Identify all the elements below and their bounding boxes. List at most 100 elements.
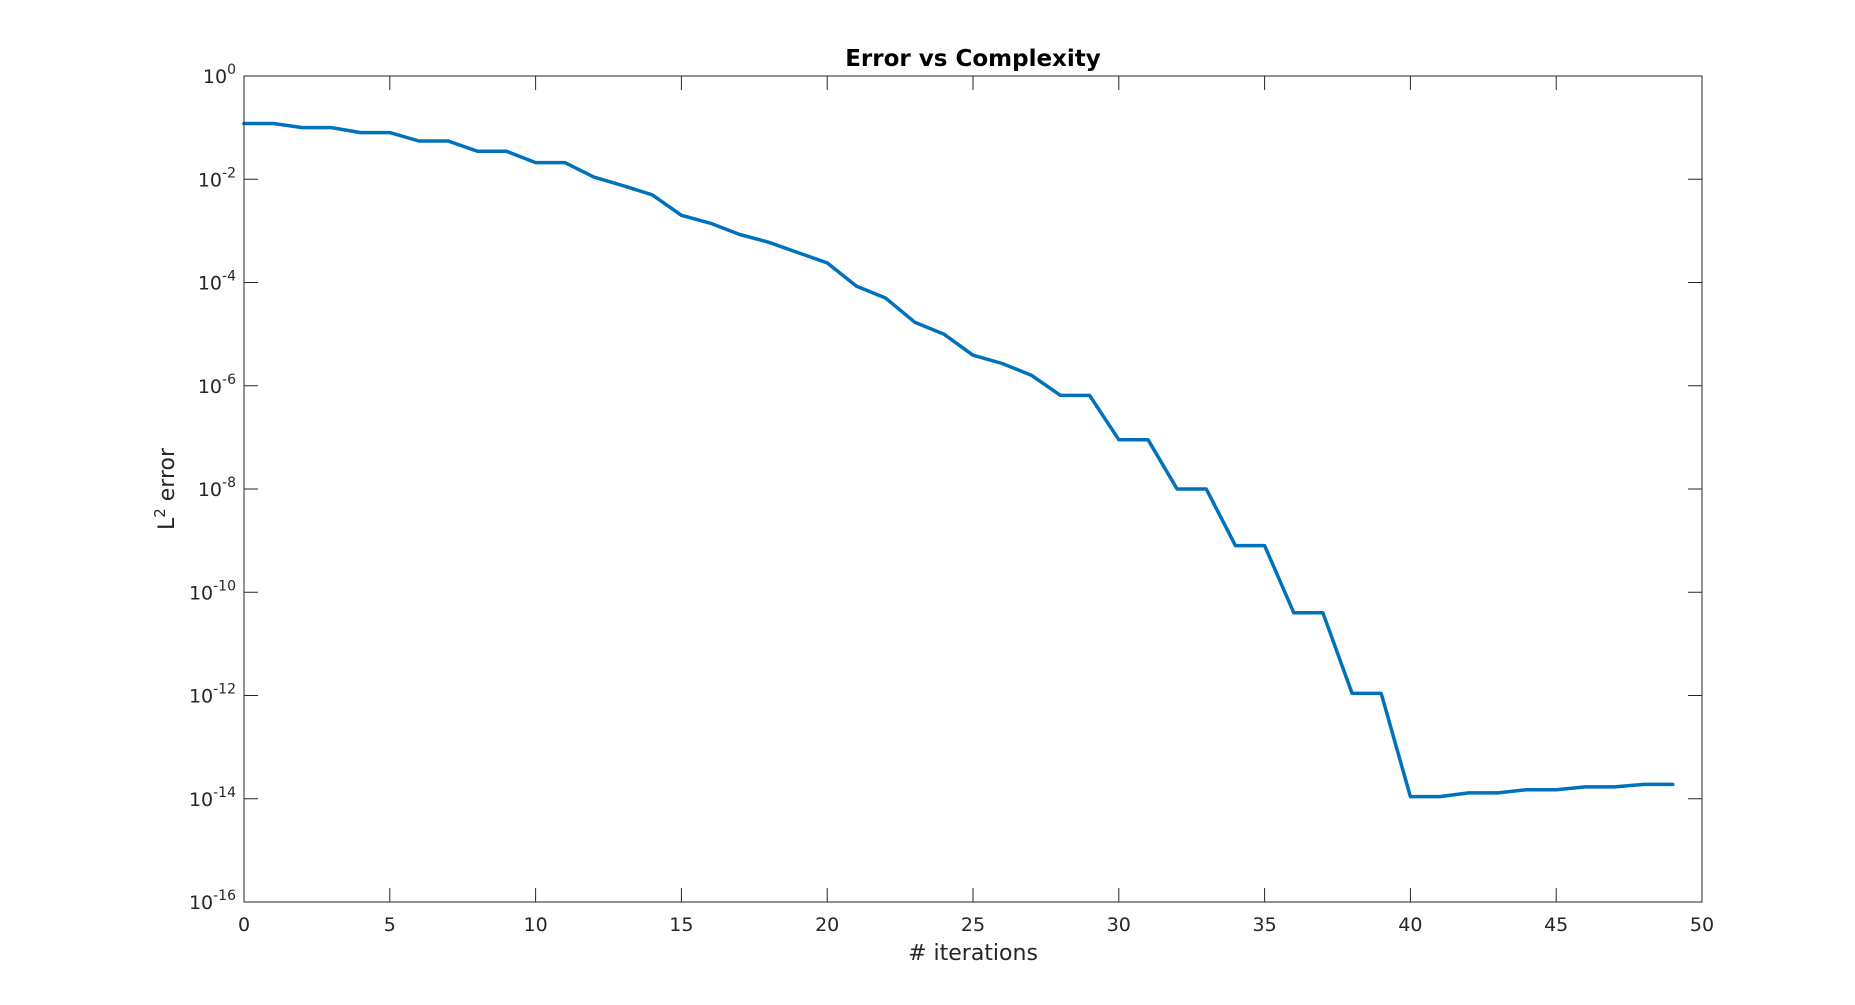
- plot-frame: [243, 75, 1703, 903]
- data-point: [651, 193, 654, 196]
- data-point: [1671, 783, 1674, 786]
- data-point: [942, 333, 945, 336]
- y-tick-label-base: 10: [198, 169, 222, 191]
- data-point: [767, 241, 770, 244]
- y-tick-label-base: 10: [189, 789, 213, 811]
- y-tick-label-exponent: -4: [222, 269, 236, 285]
- data-point: [1409, 795, 1412, 798]
- y-tick-label-exponent: -8: [222, 475, 236, 491]
- data-point: [1234, 544, 1237, 547]
- y-axis-label-superscript: 2: [151, 508, 169, 518]
- data-point: [1059, 394, 1062, 397]
- data-point: [359, 131, 362, 134]
- y-axis-label-base: L: [155, 517, 180, 530]
- data-point: [738, 233, 741, 236]
- x-tick-label: 0: [238, 914, 250, 936]
- data-point: [1642, 783, 1645, 786]
- y-tick-label: 10-8: [198, 475, 236, 501]
- x-tick-label: 45: [1544, 914, 1568, 936]
- y-tick-label-exponent: -16: [213, 888, 236, 904]
- data-point: [797, 251, 800, 254]
- series-line: [242, 121, 1675, 799]
- data-point: [680, 214, 683, 217]
- plot-area: [244, 76, 1702, 902]
- data-point: [1584, 785, 1587, 788]
- data-point: [418, 140, 421, 143]
- y-tick-label-base: 10: [198, 273, 222, 295]
- y-tick-label-base: 10: [198, 376, 222, 398]
- data-point: [1263, 544, 1266, 547]
- data-point: [388, 131, 391, 134]
- y-axis-label-rest: error: [155, 447, 180, 508]
- y-tick-label-exponent: -2: [222, 165, 236, 181]
- data-point: [1321, 611, 1324, 614]
- data-point: [330, 126, 333, 129]
- x-tick-label: 50: [1690, 914, 1714, 936]
- data-point: [1001, 362, 1004, 365]
- y-tick-label: 10-6: [198, 372, 236, 398]
- data-point: [1467, 791, 1470, 794]
- data-point: [1088, 394, 1091, 397]
- x-tick-label: 25: [961, 914, 985, 936]
- data-point: [622, 184, 625, 187]
- x-tick-label: 10: [524, 914, 548, 936]
- data-point: [1205, 488, 1208, 491]
- data-point: [563, 161, 566, 164]
- y-tick-label: 10-4: [198, 269, 236, 295]
- data-point: [1555, 788, 1558, 791]
- data-point: [1030, 374, 1033, 377]
- y-tick-label-exponent: -14: [213, 785, 236, 801]
- data-point: [534, 161, 537, 164]
- data-point: [447, 140, 450, 143]
- x-axis-label: # iterations: [908, 941, 1038, 966]
- data-point: [913, 321, 916, 324]
- y-tick-label-exponent: -12: [213, 682, 236, 698]
- y-tick-label-exponent: -10: [213, 578, 236, 594]
- data-point: [855, 285, 858, 288]
- y-tick-label-base: 10: [189, 582, 213, 604]
- data-point: [301, 126, 304, 129]
- y-axis-label: L2 error: [151, 447, 180, 530]
- x-axis-ticks: 0 5 10 15 20 25 30 35 40 45 50: [238, 76, 1714, 936]
- data-point: [709, 222, 712, 225]
- data-point: [826, 261, 829, 264]
- data-point: [972, 354, 975, 357]
- data-point: [505, 150, 508, 153]
- y-tick-label: 10-2: [198, 165, 236, 191]
- y-tick-label-exponent: 0: [227, 62, 236, 78]
- x-tick-label: 15: [669, 914, 693, 936]
- data-point: [476, 150, 479, 153]
- data-point: [1176, 488, 1179, 491]
- data-point: [1613, 785, 1616, 788]
- y-tick-label: 10-12: [189, 682, 236, 708]
- y-tick-label-base: 10: [189, 686, 213, 708]
- x-tick-label: 35: [1253, 914, 1277, 936]
- data-point: [1380, 692, 1383, 695]
- data-point: [1351, 692, 1354, 695]
- data-point: [1147, 438, 1150, 441]
- data-point: [884, 297, 887, 300]
- y-tick-label-base: 10: [203, 66, 227, 88]
- x-tick-label: 40: [1398, 914, 1422, 936]
- data-point: [1496, 791, 1499, 794]
- data-point: [1292, 611, 1295, 614]
- y-tick-label-base: 10: [198, 479, 222, 501]
- y-tick-label: 100: [203, 62, 236, 88]
- y-tick-label: 10-16: [189, 888, 236, 914]
- data-point: [592, 176, 595, 179]
- y-tick-label-base: 10: [189, 892, 213, 914]
- x-tick-label: 30: [1107, 914, 1131, 936]
- x-tick-label: 20: [815, 914, 839, 936]
- data-point: [272, 122, 275, 125]
- x-tick-label: 5: [384, 914, 396, 936]
- y-tick-label-exponent: -6: [222, 372, 236, 388]
- series-layer: [242, 121, 1675, 799]
- data-point: [1117, 438, 1120, 441]
- chart-title: Error vs Complexity: [845, 46, 1101, 72]
- data-point: [1438, 795, 1441, 798]
- y-tick-label: 10-14: [189, 785, 236, 811]
- y-tick-label: 10-10: [189, 578, 236, 604]
